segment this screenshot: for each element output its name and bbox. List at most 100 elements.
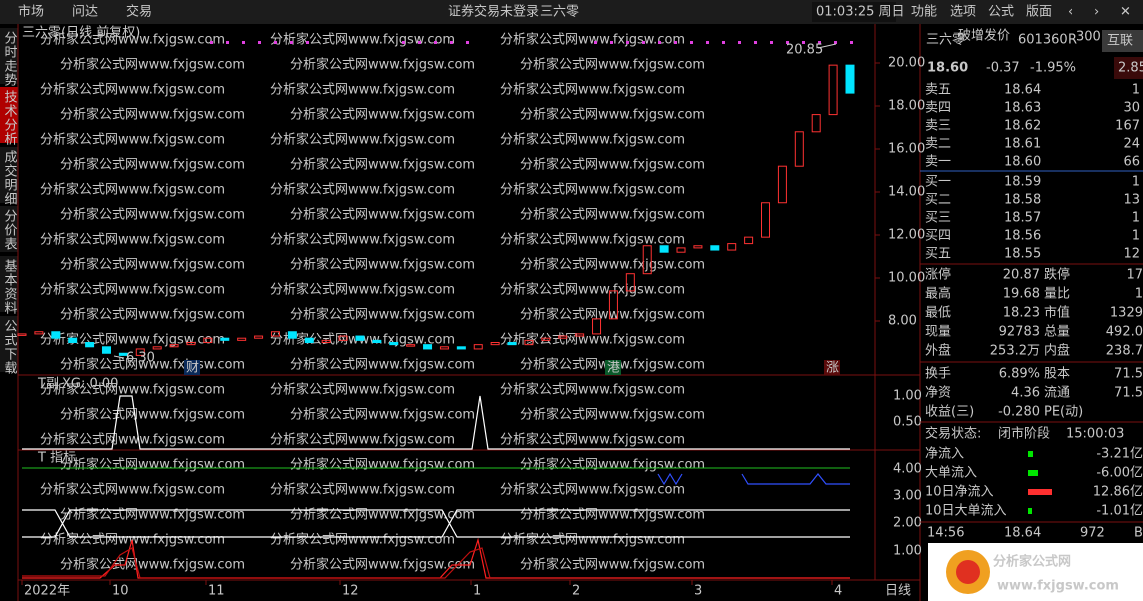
side-tab-bg[interactable]: [0, 87, 18, 143]
side-tab[interactable]: 成交明细: [2, 150, 18, 206]
book-label: 买一: [925, 175, 951, 190]
stat-value: 1329: [1110, 306, 1143, 321]
candle: [777, 165, 787, 204]
candle: [845, 64, 855, 94]
candle: [287, 331, 297, 339]
x-tick-label: 1: [473, 584, 481, 599]
book-volume: 24: [1123, 137, 1140, 152]
stat-label: 最低: [925, 306, 951, 321]
window-button[interactable]: ‹: [1068, 5, 1073, 20]
candle: [304, 337, 314, 344]
signal-dot: [434, 41, 437, 44]
menu-item[interactable]: 市场: [18, 4, 44, 20]
price: 18.60: [927, 61, 968, 76]
menu-item[interactable]: 交易: [126, 4, 152, 20]
sector-bg[interactable]: [1102, 30, 1143, 52]
menu-item[interactable]: 问达: [72, 5, 98, 20]
signal-dot: [690, 41, 693, 44]
x-tick-label: 2: [572, 584, 580, 599]
candle: [220, 337, 230, 341]
chart-title: 三六零(日线 前复权): [22, 25, 140, 41]
candle: [423, 344, 433, 350]
side-tab-bg[interactable]: [0, 256, 18, 312]
watermark: 分析家公式网www.fxjgsw.com: [290, 107, 475, 123]
candle: [659, 245, 669, 253]
signal-dot: [450, 41, 453, 44]
watermark: 分析家公式网www.fxjgsw.com: [290, 357, 475, 373]
watermark: 分析家公式网www.fxjgsw.com: [520, 157, 705, 173]
logo-name: 分析家公式网: [993, 554, 1071, 570]
book-label: 卖三: [925, 119, 951, 134]
stat-label: 量比: [1044, 287, 1070, 302]
tick-cell: 18.64: [1004, 526, 1041, 541]
candle: [710, 245, 720, 251]
watermark: 分析家公式网www.fxjgsw.com: [520, 107, 705, 123]
side-tab[interactable]: 公式下载: [2, 319, 18, 375]
watermark: 分析家公式网www.fxjgsw.com: [500, 432, 685, 448]
book-price: 18.55: [1004, 247, 1041, 262]
book-label: 买五: [925, 247, 951, 262]
stat-value: 1: [1135, 287, 1143, 302]
side: 2.85: [1118, 61, 1143, 76]
window-button[interactable]: ›: [1094, 5, 1099, 20]
candle: [203, 337, 213, 344]
x-tick-label: 11: [208, 584, 225, 599]
book-label: 买三: [925, 211, 951, 226]
side-tab-bg[interactable]: [0, 206, 18, 252]
watermark: 分析家公式网www.fxjgsw.com: [270, 432, 455, 448]
low-arrow: [113, 355, 125, 359]
watermark: 分析家公式网www.fxjgsw.com: [60, 157, 245, 173]
stat-label: PE(动): [1044, 405, 1083, 420]
watermark: 分析家公式网www.fxjgsw.com: [500, 182, 685, 198]
watermark: 分析家公式网www.fxjgsw.com: [60, 107, 245, 123]
side-tab[interactable]: 技术分析: [2, 90, 18, 146]
stat-label: 流通: [1044, 386, 1070, 401]
x-tick-label: 3: [694, 584, 702, 599]
side-tab[interactable]: 分价表: [2, 209, 18, 251]
candle: [490, 342, 500, 346]
candle: [794, 131, 804, 167]
stat-label: 市值: [1044, 305, 1070, 321]
stat-value: 6.89%: [999, 367, 1040, 382]
stat-label: 股本: [1044, 367, 1070, 382]
tick-cell: B: [1134, 526, 1143, 541]
indicator-tick: 4.00: [893, 462, 922, 477]
candle: [152, 346, 162, 350]
signal-dot: [770, 41, 773, 44]
signal-dot: [594, 41, 597, 44]
candle: [186, 342, 196, 346]
indicator-line: [22, 509, 850, 538]
flow-label: 大单流入: [925, 466, 977, 481]
top-bar: [0, 0, 1143, 24]
window-button[interactable]: ✕: [1120, 5, 1131, 20]
stat-value: 4.36: [1011, 386, 1040, 401]
candle: [101, 346, 111, 354]
change: -0.37: [986, 61, 1020, 76]
indicator-tick: 1.00: [893, 544, 922, 559]
watermark: 分析家公式网www.fxjgsw.com: [60, 457, 245, 473]
book-price: 18.63: [1004, 101, 1041, 116]
signal-dot: [802, 41, 805, 44]
signal-dot: [402, 41, 405, 44]
flow-value: -3.21亿: [1096, 447, 1143, 462]
candle: [118, 352, 128, 356]
signal-dot: [850, 41, 853, 44]
signal-dot: [786, 41, 789, 44]
candle: [507, 342, 517, 346]
side-tab[interactable]: 分时走势: [2, 31, 18, 87]
candle: [338, 335, 348, 341]
side-tab[interactable]: 基本资料: [2, 259, 18, 315]
watermark: 分析家公式网www.fxjgsw.com: [270, 182, 455, 198]
side-tab-bg[interactable]: [0, 28, 18, 84]
indicator-line: [22, 395, 850, 450]
y-tick-label: 12.00: [888, 228, 925, 243]
watermark: 分析家公式网www.fxjgsw.com: [500, 282, 685, 298]
candle: [761, 202, 771, 238]
stat-label: 最高: [925, 286, 951, 302]
watermark: 分析家公式网www.fxjgsw.com: [290, 157, 475, 173]
watermark: 分析家公式网www.fxjgsw.com: [290, 207, 475, 223]
signal-dot: [306, 41, 309, 44]
y-tick-label: 20.00: [888, 56, 925, 71]
side-tab-bg[interactable]: [0, 316, 18, 372]
side-tab-bg[interactable]: [0, 147, 18, 203]
